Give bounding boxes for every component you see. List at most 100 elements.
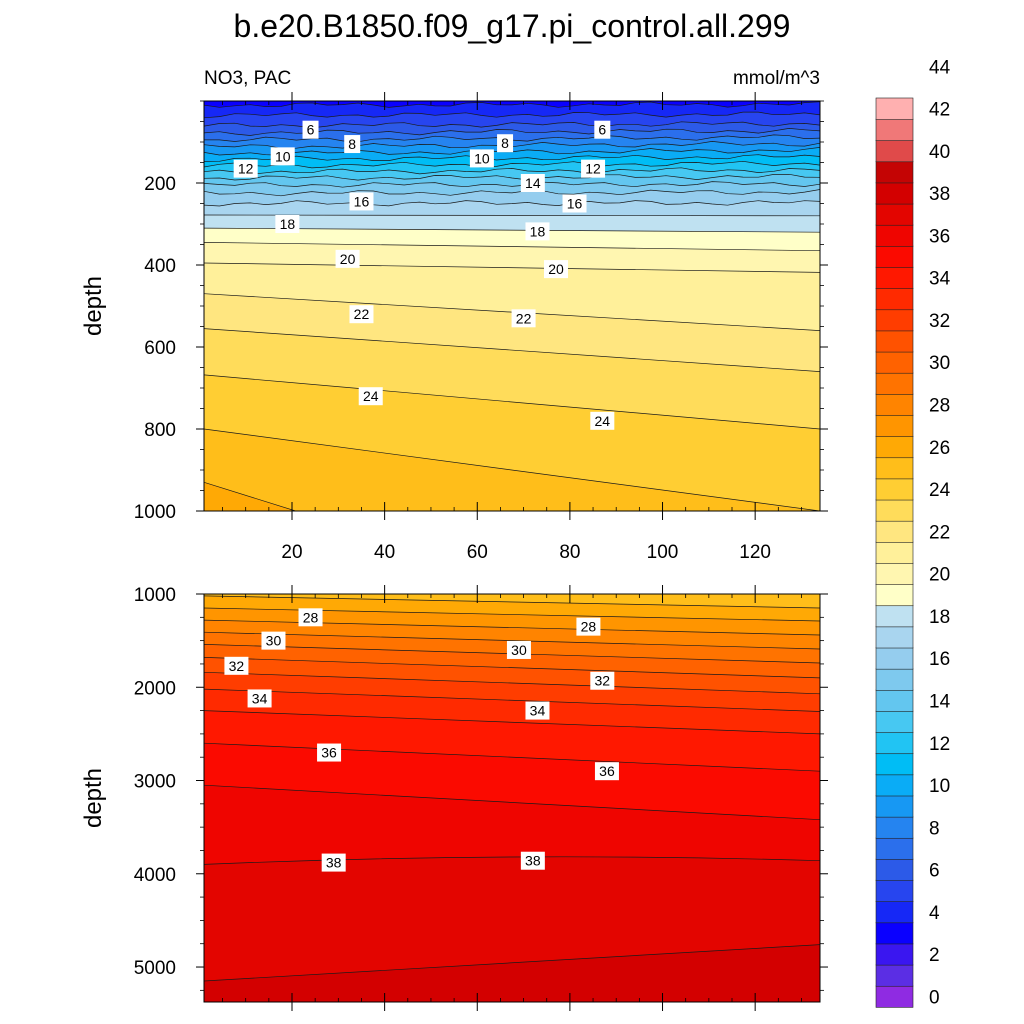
colorbar-swatch: [875, 139, 914, 163]
colorbar-label: 36: [929, 226, 950, 247]
colorbar-swatch: [875, 964, 914, 987]
upper-contour-line: [204, 262, 820, 273]
colorbar-swatch: [875, 435, 914, 459]
lower-contour-line: [204, 784, 820, 821]
colorbar-label: 32: [929, 311, 950, 332]
colorbar-swatch: [875, 161, 914, 184]
colorbar-swatch: [875, 203, 914, 226]
colorbar-swatch: [875, 330, 914, 353]
contour-label: 22: [516, 310, 532, 326]
contour-label: 24: [363, 388, 379, 404]
y-tick-label: 5000: [134, 958, 176, 979]
upper-contour-line: [204, 189, 820, 197]
upper-contour-line: [204, 481, 297, 511]
upper-contour-line: [204, 242, 820, 252]
colorbar-label: 4: [929, 903, 940, 924]
variable-label: NO3, PAC: [204, 68, 291, 89]
colorbar-swatch: [875, 837, 914, 860]
colorbar-swatch: [875, 605, 914, 628]
contour-label: 8: [501, 135, 509, 151]
contour-label: 18: [280, 216, 296, 232]
upper-contour-line: [204, 154, 820, 162]
x-tick-label: 80: [559, 542, 580, 563]
colorbar-label: 20: [929, 565, 950, 586]
colorbar-label: 24: [929, 480, 951, 501]
contour-label-box: [544, 260, 568, 279]
contour-label: 20: [548, 261, 564, 277]
lower-contour-line: [204, 944, 820, 982]
colorbar-swatch: [875, 689, 914, 712]
colorbar-swatch: [875, 224, 914, 247]
colorbar-swatch: [875, 647, 914, 670]
colorbar-label: 26: [929, 438, 950, 459]
colorbar-swatch: [875, 414, 914, 437]
contour-label: 12: [585, 161, 601, 177]
colorbar-label: 18: [929, 607, 950, 628]
colorbar-swatch: [875, 583, 914, 607]
y-tick-label: 4000: [134, 865, 176, 886]
colorbar-swatch: [875, 901, 914, 924]
contour-label: 30: [266, 633, 282, 649]
colorbar-swatch: [875, 118, 914, 141]
contour-label-box: [581, 159, 606, 178]
colorbar-label: 22: [929, 522, 950, 543]
upper-panel: 6 6 8 8 10 10 12 12 14 16 16 18 18 20 20 22 22 24 24 20 40 60…: [80, 92, 828, 563]
colorbar-label: 16: [929, 649, 950, 670]
contour-label-box: [525, 222, 550, 241]
contour-label-box: [358, 387, 383, 406]
y-tick-label: 400: [144, 256, 176, 277]
lower-contour-line: [204, 856, 820, 865]
contour-label: 14: [525, 175, 541, 191]
colorbar-swatch: [875, 245, 914, 268]
contour-label-box: [594, 762, 619, 781]
colorbar-label: 30: [929, 353, 950, 374]
contour-label: 36: [599, 763, 615, 779]
lower-contour-line: [204, 742, 820, 772]
chart-title: b.e20.B1850.f09_g17.pi_control.all.299: [234, 8, 791, 44]
colorbar-label: 2: [929, 945, 940, 966]
upper-contour-line: [204, 181, 820, 188]
contour-label: 22: [354, 306, 370, 322]
contour-label: 34: [252, 690, 268, 706]
contour-label-box: [590, 411, 615, 430]
colorbar-label: 40: [929, 142, 950, 163]
colorbar-swatch: [875, 710, 914, 733]
upper-contour-line: [204, 328, 820, 372]
colorbar-swatch: [875, 393, 914, 416]
colorbar-swatch: [875, 858, 914, 881]
x-tick-label: 120: [739, 542, 771, 563]
colorbar-swatch: [875, 943, 914, 966]
y-tick-label: 1000: [134, 502, 176, 523]
colorbar-swatch: [875, 626, 914, 649]
colorbar-label: 28: [929, 396, 950, 417]
colorbar-swatch: [875, 97, 914, 120]
colorbar-swatch: [875, 457, 914, 480]
lower-contour-line: [204, 595, 820, 609]
contour-label-box: [344, 135, 361, 154]
contour-label-box: [590, 671, 615, 690]
y-tick-label: 600: [144, 338, 176, 359]
colorbar-label: 0: [929, 987, 940, 1008]
lower-contour-line: [204, 607, 820, 622]
colorbar-label: 44: [929, 57, 951, 78]
contour-label-box: [233, 159, 258, 178]
colorbar-swatch: [875, 879, 914, 903]
colorbar-label: 14: [929, 691, 951, 712]
upper-contour-line: [204, 374, 820, 430]
contour-label-box: [497, 134, 514, 153]
contour-label: 18: [530, 223, 546, 239]
contour-label-box: [224, 656, 249, 675]
lower-filled-bands: [204, 594, 820, 1002]
contour-label-box: [270, 147, 295, 166]
contour-label-box: [302, 120, 319, 139]
x-tick-label: 40: [374, 542, 395, 563]
colorbar-label: 34: [929, 269, 951, 290]
contour-label: 6: [307, 122, 315, 138]
colorbar-label: 8: [929, 818, 940, 839]
lower-contour-line: [204, 619, 820, 636]
colorbar-swatch: [875, 309, 914, 332]
contour-label-box: [594, 120, 611, 139]
upper-contour-line: [204, 111, 820, 119]
lower-contour-line: [204, 631, 820, 650]
